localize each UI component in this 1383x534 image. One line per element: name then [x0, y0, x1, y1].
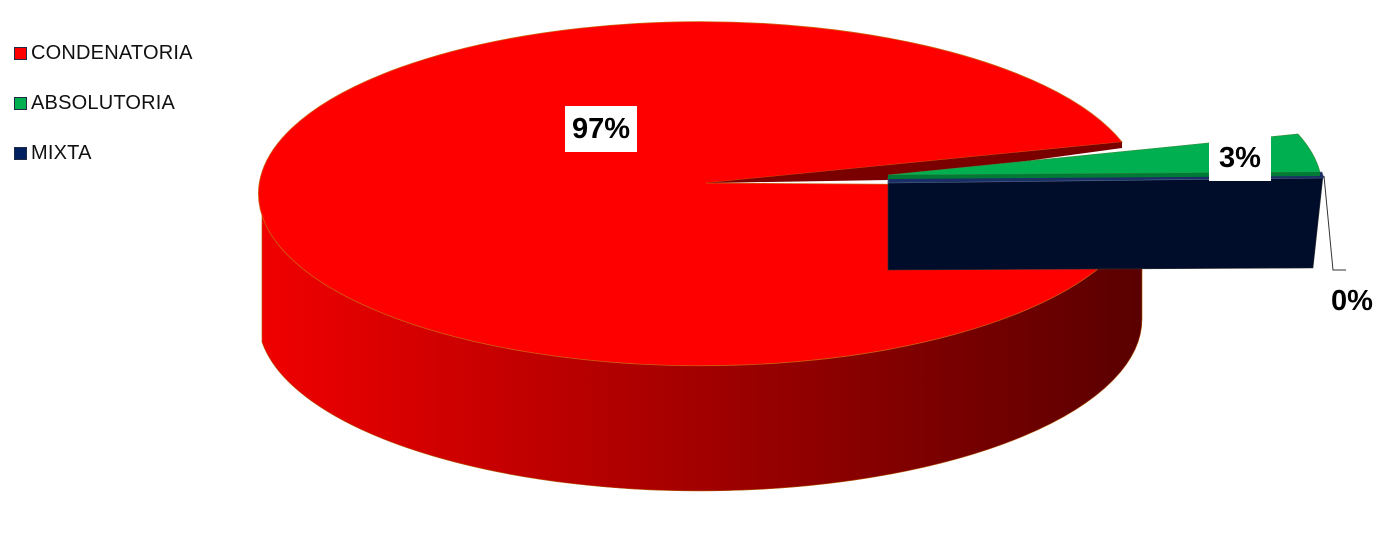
legend-swatch-mixta: [14, 146, 27, 160]
legend-label-condenatoria: CONDENATORIA: [31, 41, 193, 64]
data-label-condenatoria: 97%: [565, 106, 637, 152]
slice-condenatoria-cut: [706, 142, 1122, 183]
legend-item-mixta: MIXTA: [14, 140, 193, 166]
leader-line-mixta: [1323, 175, 1346, 271]
data-label-mixta: 0%: [1331, 285, 1373, 317]
legend: CONDENATORIA ABSOLUTORIA MIXTA: [14, 40, 193, 190]
legend-label-absolutoria: ABSOLUTORIA: [31, 91, 176, 114]
legend-swatch-condenatoria: [14, 46, 27, 60]
legend-item-condenatoria: CONDENATORIA: [14, 40, 193, 66]
legend-label-mixta: MIXTA: [31, 141, 92, 164]
legend-item-absolutoria: ABSOLUTORIA: [14, 90, 193, 116]
slice-mixta-side: [887, 175, 1324, 271]
slice-condenatoria: [258, 21, 1143, 367]
data-label-absolutoria: 3%: [1209, 135, 1271, 181]
legend-swatch-absolutoria: [14, 96, 27, 110]
